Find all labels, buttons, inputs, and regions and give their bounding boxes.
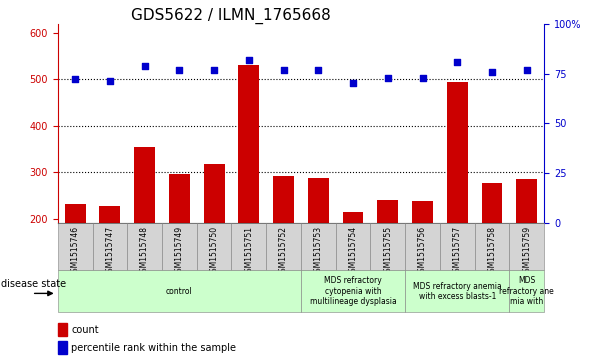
Text: MDS refractory anemia
with excess blasts-1: MDS refractory anemia with excess blasts… <box>413 282 502 301</box>
Bar <box>58 223 92 270</box>
Bar <box>204 164 224 311</box>
Bar <box>238 65 259 311</box>
Bar <box>412 201 433 311</box>
Bar <box>301 270 405 312</box>
Bar <box>162 223 197 270</box>
Bar <box>232 223 266 270</box>
Bar <box>510 270 544 312</box>
Bar <box>92 223 127 270</box>
Point <box>487 69 497 74</box>
Bar <box>336 223 370 270</box>
Text: GSM1515759: GSM1515759 <box>522 225 531 277</box>
Bar <box>447 82 468 311</box>
Text: GSM1515750: GSM1515750 <box>210 225 219 277</box>
Point <box>452 58 462 64</box>
Text: GSM1515752: GSM1515752 <box>279 225 288 277</box>
Bar <box>58 341 66 354</box>
Text: count: count <box>71 325 99 335</box>
Point <box>278 66 288 72</box>
Text: GSM1515746: GSM1515746 <box>71 225 80 277</box>
Bar <box>301 223 336 270</box>
Bar <box>64 204 86 311</box>
Bar <box>197 223 232 270</box>
Text: GSM1515753: GSM1515753 <box>314 225 323 277</box>
Bar <box>440 223 475 270</box>
Bar <box>100 205 120 311</box>
Text: GSM1515749: GSM1515749 <box>175 225 184 277</box>
Bar <box>127 223 162 270</box>
Bar <box>343 212 364 311</box>
Point <box>71 77 80 82</box>
Text: GSM1515756: GSM1515756 <box>418 225 427 277</box>
Bar <box>58 270 301 312</box>
Text: GSM1515748: GSM1515748 <box>140 225 149 277</box>
Bar <box>169 175 190 311</box>
Bar <box>134 147 155 311</box>
Bar <box>266 223 301 270</box>
Point <box>174 66 184 72</box>
Bar <box>370 223 405 270</box>
Text: GSM1515757: GSM1515757 <box>453 225 462 277</box>
Point <box>418 74 427 80</box>
Bar <box>308 178 329 311</box>
Text: MDS
refractory ane
mia with: MDS refractory ane mia with <box>499 276 554 306</box>
Text: disease state: disease state <box>1 279 66 289</box>
Bar <box>405 223 440 270</box>
Bar <box>405 270 510 312</box>
Bar <box>516 179 537 311</box>
Text: percentile rank within the sample: percentile rank within the sample <box>71 343 237 353</box>
Point <box>348 81 358 86</box>
Text: GDS5622 / ILMN_1765668: GDS5622 / ILMN_1765668 <box>131 7 331 24</box>
Text: MDS refractory
cytopenia with
multilineage dysplasia: MDS refractory cytopenia with multilinea… <box>309 276 396 306</box>
Bar <box>58 323 66 336</box>
Point <box>383 74 393 80</box>
Bar <box>378 200 398 311</box>
Point <box>522 66 531 72</box>
Bar <box>482 183 502 311</box>
Point <box>209 66 219 72</box>
Point <box>314 66 323 72</box>
Point <box>244 57 254 62</box>
Text: control: control <box>166 287 193 296</box>
Text: GSM1515758: GSM1515758 <box>488 225 497 277</box>
Text: GSM1515754: GSM1515754 <box>348 225 358 277</box>
Point <box>140 62 150 68</box>
Point <box>105 78 115 84</box>
Bar <box>273 176 294 311</box>
Bar <box>475 223 510 270</box>
Text: GSM1515755: GSM1515755 <box>383 225 392 277</box>
Text: GSM1515747: GSM1515747 <box>105 225 114 277</box>
Text: GSM1515751: GSM1515751 <box>244 225 254 277</box>
Bar <box>510 223 544 270</box>
